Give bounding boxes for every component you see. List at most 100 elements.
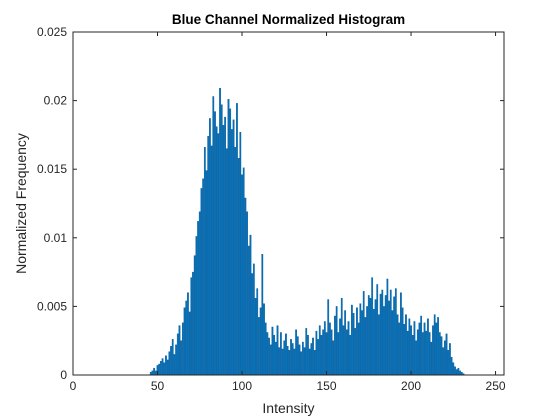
histogram-bar — [359, 303, 362, 376]
histogram-bar — [251, 273, 254, 376]
histogram-bar — [274, 341, 277, 376]
histogram-bar — [249, 234, 252, 376]
histogram-bar — [197, 221, 199, 376]
histogram-bar — [449, 343, 451, 376]
histogram-bar — [176, 333, 179, 376]
histogram-bar — [227, 99, 230, 376]
histogram-bar — [401, 307, 404, 376]
histogram-bar — [443, 340, 446, 376]
x-tick-label: 100 — [232, 379, 252, 393]
histogram-bar — [215, 126, 218, 376]
histogram-bar — [425, 330, 428, 376]
axes-border — [72, 31, 505, 376]
histogram-bar — [153, 367, 155, 376]
x-axis-ticks: 0 50 100 150 200 250 — [70, 32, 506, 393]
histogram-bar — [349, 335, 352, 376]
histogram-bar — [452, 362, 455, 376]
y-tick-label: 0.005 — [37, 299, 67, 313]
histogram-bar — [386, 278, 389, 376]
histogram-bar — [224, 116, 226, 376]
y-tick-label: 0 — [60, 368, 67, 382]
histogram-bar — [418, 322, 421, 376]
histogram-bar — [290, 339, 292, 376]
histogram-bar — [151, 370, 154, 376]
histogram-bar — [173, 354, 176, 376]
histogram-bar — [371, 277, 374, 376]
histogram-bar — [288, 350, 291, 376]
histogram-bar — [300, 351, 303, 376]
histogram-bar — [303, 347, 306, 376]
histogram-bar — [258, 317, 260, 376]
histogram-bar — [423, 322, 426, 376]
histogram-bar — [185, 300, 188, 376]
y-tick-label: 0.01 — [44, 231, 68, 245]
histogram-bar — [283, 340, 286, 376]
histogram-bar — [244, 197, 247, 376]
histogram-bar — [256, 288, 259, 376]
histogram-bar — [383, 306, 385, 376]
histogram-bar — [389, 289, 392, 376]
histogram-bar — [171, 339, 174, 376]
histogram-bar — [445, 333, 448, 376]
histogram-bar — [278, 347, 281, 376]
histogram-bar — [339, 318, 341, 376]
histogram-bar — [413, 321, 416, 376]
histogram-bar — [307, 335, 309, 376]
histogram-bar — [261, 254, 264, 376]
histogram-bar — [236, 103, 238, 376]
histogram-bar — [271, 326, 274, 376]
histogram-bar — [264, 322, 267, 376]
histogram-bar — [315, 330, 318, 376]
histogram-bar — [388, 300, 390, 376]
histogram-bar — [378, 314, 380, 376]
histogram-bar — [193, 255, 196, 376]
histogram-bar — [165, 355, 167, 376]
histogram-bar — [398, 322, 401, 376]
histogram-bar — [376, 284, 379, 376]
y-axis-ticks: 0 0.005 0.01 0.015 0.02 0.025 — [37, 25, 504, 382]
histogram-bar — [268, 337, 270, 376]
histogram-bar — [214, 111, 216, 376]
histogram-bar — [374, 299, 377, 376]
histogram-bar — [440, 336, 443, 376]
histogram-bar — [455, 369, 458, 376]
plot-area — [73, 32, 504, 375]
histogram-bar — [351, 304, 353, 376]
histogram-bar — [266, 332, 269, 376]
histogram-bar — [356, 307, 358, 376]
histogram-bar — [330, 329, 333, 376]
histogram-bar — [438, 332, 441, 376]
histogram-bar — [428, 332, 431, 376]
histogram-bar — [340, 297, 343, 376]
histogram-bar — [298, 344, 301, 376]
histogram-bar — [301, 341, 304, 376]
histogram-bar — [310, 343, 313, 376]
histogram-bar — [332, 340, 335, 376]
histogram-bar — [166, 359, 169, 376]
histogram-bar — [286, 345, 289, 376]
histogram-bar — [254, 297, 257, 376]
histogram-bar — [239, 131, 242, 376]
histogram-bar — [410, 325, 412, 376]
histogram-bar — [180, 340, 183, 376]
histogram-bar — [329, 322, 331, 376]
histogram-bar — [369, 297, 372, 376]
histogram-bar — [322, 329, 325, 376]
histogram-bar — [405, 314, 407, 376]
histogram-bar — [415, 340, 417, 376]
chart-title: Blue Channel Normalized Histogram — [172, 12, 405, 27]
histogram-bar — [285, 333, 287, 376]
histogram-bar — [342, 325, 345, 376]
histogram-bar — [384, 295, 387, 376]
y-tick-label: 0.025 — [37, 25, 67, 39]
axes-box — [72, 31, 505, 376]
y-axis-label: Normalized Frequency — [13, 133, 29, 274]
histogram-bar — [234, 147, 237, 376]
histogram-bar — [230, 129, 233, 376]
histogram-bar — [433, 314, 436, 376]
histogram-bar — [366, 306, 368, 376]
x-axis-label: Intensity — [262, 400, 314, 416]
histogram-bar — [210, 145, 213, 376]
